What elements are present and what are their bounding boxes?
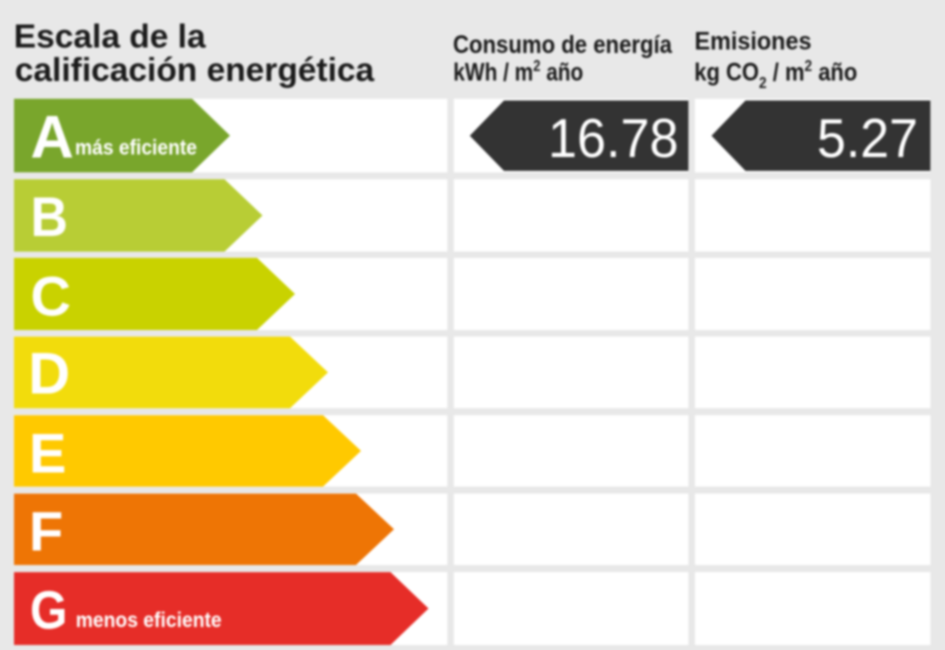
svg-text:calificación energética: calificación energética	[15, 52, 375, 89]
svg-text:G: G	[30, 580, 68, 640]
svg-text:B: B	[31, 185, 69, 248]
svg-text:16.78: 16.78	[548, 108, 679, 169]
svg-text:kg CO2 / m2 año: kg CO2 / m2 año	[694, 58, 857, 92]
svg-text:C: C	[31, 264, 71, 327]
svg-text:Emisiones: Emisiones	[695, 27, 812, 55]
svg-text:F: F	[29, 500, 63, 563]
svg-text:D: D	[28, 342, 70, 407]
svg-text:E: E	[29, 421, 66, 484]
svg-text:más eficiente: más eficiente	[75, 136, 197, 159]
svg-text:Consumo de energía: Consumo de energía	[453, 31, 673, 59]
svg-text:5.27: 5.27	[817, 108, 918, 169]
svg-text:A: A	[31, 104, 74, 171]
svg-text:kWh / m2 año: kWh / m2 año	[453, 58, 583, 87]
svg-text:menos eficiente: menos eficiente	[76, 609, 222, 632]
svg-text:Escala de la: Escala de la	[14, 19, 206, 56]
